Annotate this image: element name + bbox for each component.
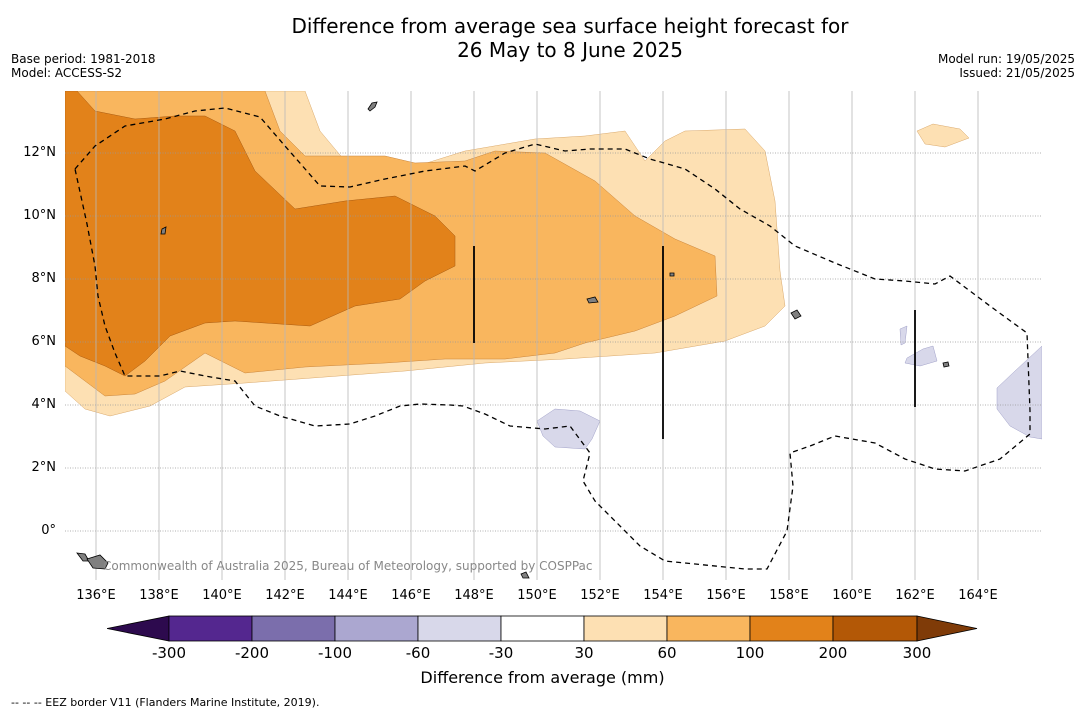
- run-info: Model run: 19/05/2025 Issued: 21/05/2025: [938, 52, 1075, 80]
- map-panel: [65, 91, 1042, 580]
- anomaly-negative-patch-2: [904, 345, 938, 367]
- island-kosrae: [942, 361, 950, 368]
- anomaly-negative-patch-3: [899, 325, 908, 346]
- colorbar-seg-7: [666, 615, 751, 642]
- colorbar-seg-3: [334, 615, 419, 642]
- x-tick-160e: 160°E: [832, 588, 872, 603]
- colorbar-seg-6: [583, 615, 668, 642]
- colorbar-label-neg200: -200: [234, 644, 270, 662]
- model-info: Base period: 1981-2018 Model: ACCESS-S2: [11, 52, 156, 80]
- colorbar: [106, 615, 979, 649]
- model-run-date: Model run: 19/05/2025: [937, 52, 1075, 66]
- eez-footnote: -- -- -- EEZ border V11 (Flanders Marine…: [11, 696, 320, 709]
- colorbar-label-100: 100: [735, 644, 765, 662]
- land-masses: [76, 101, 950, 579]
- x-tick-136e: 136°E: [76, 588, 116, 603]
- colorbar-seg-2: [251, 615, 336, 642]
- x-tick-158e: 158°E: [769, 588, 809, 603]
- y-tick-10n: 10°N: [23, 208, 56, 223]
- anomaly-blob-30-60-east: [916, 123, 970, 148]
- x-tick-162e: 162°E: [895, 588, 935, 603]
- x-tick-164e: 164°E: [958, 588, 998, 603]
- colorbar-label-neg100: -100: [317, 644, 353, 662]
- island-pohnpei: [790, 309, 802, 320]
- base-period: Base period: 1981-2018: [11, 52, 156, 66]
- island-small-2: [669, 272, 675, 277]
- anomaly-negative-patch-1: [536, 408, 601, 450]
- island-new-guinea-tip: [86, 554, 109, 570]
- y-tick-6n: 6°N: [31, 334, 57, 349]
- title-line-2: 26 May to 8 June 2025: [457, 38, 683, 62]
- colorbar-label-neg30: -30: [488, 644, 514, 662]
- map-title: Difference from average sea surface heig…: [0, 14, 1085, 62]
- island-small-1: [520, 571, 530, 579]
- x-tick-150e: 150°E: [517, 588, 557, 603]
- anomaly-band-100-200: [65, 91, 456, 377]
- model-name: Model: ACCESS-S2: [11, 66, 123, 80]
- x-tick-138e: 138°E: [139, 588, 179, 603]
- x-tick-148e: 148°E: [454, 588, 494, 603]
- colorbar-seg-4: [417, 615, 502, 642]
- map-gridlines: [65, 152, 1042, 532]
- colorbar-label-30: 30: [574, 644, 594, 662]
- copyright-notice: Commonwealth of Australia 2025, Bureau o…: [103, 559, 593, 573]
- x-tick-142e: 142°E: [265, 588, 305, 603]
- colorbar-title: Difference from average (mm): [420, 668, 665, 687]
- eez-border: [74, 107, 1031, 570]
- colorbar-label-60: 60: [657, 644, 677, 662]
- x-tick-152e: 152°E: [580, 588, 620, 603]
- issued-date: Issued: 21/05/2025: [959, 66, 1075, 80]
- x-tick-140e: 140°E: [202, 588, 242, 603]
- colorbar-seg-8: [749, 615, 834, 642]
- x-tick-156e: 156°E: [706, 588, 746, 603]
- y-tick-4n: 4°N: [31, 397, 57, 412]
- colorbar-seg-1: [168, 615, 253, 642]
- y-tick-0: 0°: [41, 523, 56, 538]
- colorbar-seg-9: [832, 615, 918, 642]
- colorbar-arrow-high: [916, 615, 978, 642]
- title-line-1: Difference from average sea surface heig…: [291, 14, 849, 38]
- colorbar-label-300: 300: [902, 644, 932, 662]
- colorbar-label-neg60: -60: [405, 644, 431, 662]
- x-tick-144e: 144°E: [328, 588, 368, 603]
- island-yap: [160, 226, 167, 235]
- y-tick-2n: 2°N: [31, 460, 57, 475]
- colorbar-label-200: 200: [818, 644, 848, 662]
- x-tick-154e: 154°E: [643, 588, 683, 603]
- colorbar-seg-5: [500, 615, 585, 642]
- island-chuuk: [586, 296, 599, 304]
- x-tick-146e: 146°E: [391, 588, 431, 603]
- y-tick-12n: 12°N: [23, 145, 56, 160]
- y-tick-8n: 8°N: [31, 271, 57, 286]
- map-meridians: [95, 91, 979, 580]
- maritime-boundary-lines: [473, 246, 916, 439]
- anomaly-negative-patch-4: [996, 345, 1042, 440]
- island-guam: [367, 101, 378, 112]
- colorbar-arrow-low: [106, 615, 170, 642]
- colorbar-label-neg300: -300: [151, 644, 187, 662]
